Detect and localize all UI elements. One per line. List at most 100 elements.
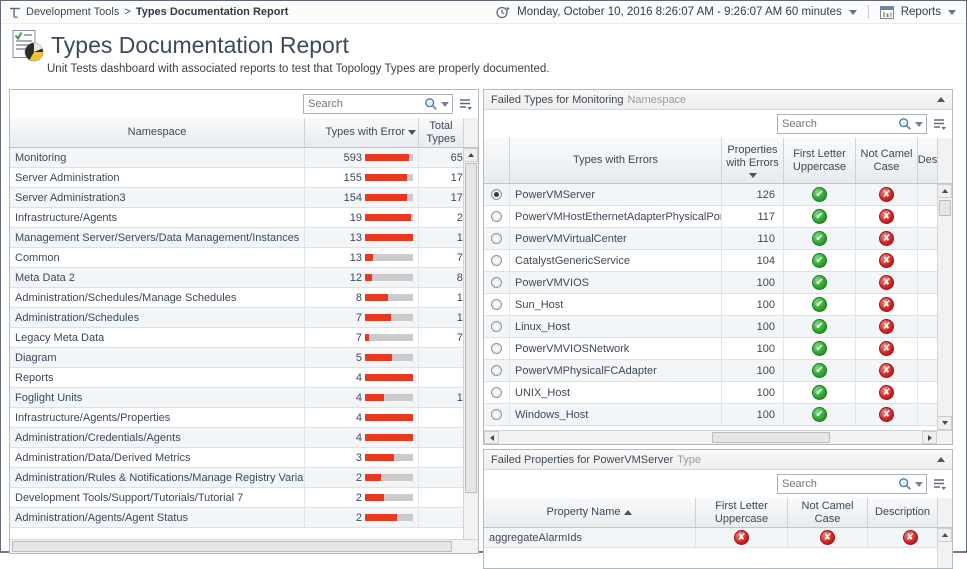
type-name-cell[interactable]: PowerVMVIOS [510,272,722,293]
type-name-cell[interactable]: Linux_Host [510,316,722,337]
column-header-property-name[interactable]: Property Name [484,498,696,527]
customizer-icon[interactable] [459,98,473,111]
column-header-first-letter-uppercase[interactable]: First Letter Uppercase [696,498,788,527]
failed-types-titlebar[interactable]: Failed Types for Monitoring Namespace [484,90,952,110]
scroll-up-button[interactable] [937,528,952,542]
reports-menu-label[interactable]: Reports [900,6,941,18]
table-row[interactable]: Foglight Units410 [10,388,478,408]
search-options-dropdown-icon[interactable] [915,481,923,487]
namespace-cell[interactable]: Development Tools/Support/Tutorials/Tuto… [10,488,305,507]
table-row[interactable]: Administration/Schedules/Manage Schedule… [10,288,478,308]
namespace-cell[interactable]: Foglight Units [10,388,305,407]
failed-properties-search-box[interactable] [777,474,927,494]
type-name-cell[interactable]: UNIX_Host [510,382,722,403]
search-input[interactable] [304,98,424,110]
customizer-icon[interactable] [933,478,947,491]
table-row[interactable]: Administration/Schedules713 [10,308,478,328]
table-row[interactable]: Windows_Host 100 ✔ ✘ [484,404,952,426]
table-row[interactable]: Monitoring 593 650 [10,148,478,168]
radio-button[interactable] [491,343,502,354]
namespaces-search-box[interactable] [303,94,453,114]
time-range-dropdown-icon[interactable] [848,9,857,15]
time-range-label[interactable]: Monday, October 10, 2016 8:26:07 AM - 9:… [517,6,842,18]
radio-button[interactable] [491,321,502,332]
namespace-cell[interactable]: Management Server/Servers/Data Managemen… [10,228,305,247]
search-input[interactable] [778,118,898,130]
search-options-dropdown-icon[interactable] [915,121,923,127]
table-row[interactable]: CatalystGenericService 104 ✔ ✘ [484,250,952,272]
row-selector-cell[interactable] [484,404,510,425]
table-row[interactable]: PowerVMServer 126 ✔ ✘ [484,184,952,206]
failed-properties-titlebar[interactable]: Failed Properties for PowerVMServer Type [484,450,952,470]
table-row[interactable]: Administration/Credentials/Agents44 [10,428,478,448]
namespace-cell[interactable]: Administration/Schedules [10,308,305,327]
namespace-cell[interactable]: Server Administration [10,168,305,187]
table-row[interactable]: Infrastructure/Agents1920 [10,208,478,228]
row-selector-cell[interactable] [484,316,510,337]
table-row[interactable]: UNIX_Host 100 ✔ ✘ [484,382,952,404]
scroll-right-button[interactable] [922,431,937,444]
type-name-cell[interactable]: PowerVMPhysicalFCAdapter [510,360,722,381]
search-options-dropdown-icon[interactable] [441,101,449,107]
namespace-cell[interactable]: Infrastructure/Agents/Properties [10,408,305,427]
type-name-cell[interactable]: PowerVMVIOSNetwork [510,338,722,359]
column-header-types-with-error[interactable]: Types with Error [305,118,419,147]
search-icon[interactable] [898,117,912,131]
namespace-cell[interactable]: Infrastructure/Agents [10,208,305,227]
search-icon[interactable] [424,97,438,111]
column-header-namespace[interactable]: Namespace [10,118,305,147]
namespace-cell[interactable]: Administration/Rules & Notifications/Man… [10,468,305,487]
type-name-cell[interactable]: Sun_Host [510,294,722,315]
type-name-cell[interactable]: Windows_Host [510,404,722,425]
namespace-cell[interactable]: Legacy Meta Data [10,328,305,347]
type-name-cell[interactable]: CatalystGenericService [510,250,722,271]
property-name-cell[interactable]: aggregateAlarmIds [484,528,696,547]
collapse-panel-icon[interactable] [937,97,945,102]
namespace-cell[interactable]: Diagram [10,348,305,367]
column-header-description-clipped[interactable]: Des [918,154,937,166]
radio-button[interactable] [491,387,502,398]
table-row[interactable]: aggregateAlarmIds ✘ ✘ ✘ [484,528,952,548]
radio-button[interactable] [491,189,502,200]
search-input[interactable] [778,478,898,490]
namespace-cell[interactable]: Monitoring [10,148,305,167]
customizer-icon[interactable] [933,118,947,131]
table-row[interactable]: Common1375 [10,248,478,268]
column-header-description[interactable]: Description [874,506,931,518]
column-header-total-types[interactable]: Total Types [426,119,456,145]
horizontal-scrollbar[interactable] [10,539,478,553]
failed-types-search-box[interactable] [777,114,927,134]
radio-button[interactable] [491,299,502,310]
namespace-cell[interactable]: Reports [10,368,305,387]
vertical-scrollbar[interactable] [937,184,952,430]
scrollbar-thumb[interactable] [712,432,830,443]
namespace-cell[interactable]: Common [10,248,305,267]
radio-button[interactable] [491,255,502,266]
row-selector-cell[interactable] [484,272,510,293]
row-selector-cell[interactable] [484,382,510,403]
table-row[interactable]: PowerVMVIOSNetwork 100 ✔ ✘ [484,338,952,360]
table-row[interactable]: PowerVMPhysicalFCAdapter 100 ✔ ✘ [484,360,952,382]
radio-button[interactable] [491,277,502,288]
vertical-scrollbar[interactable] [463,148,478,539]
radio-button[interactable] [491,409,502,420]
row-selector-cell[interactable] [484,228,510,249]
table-row[interactable]: Management Server/Servers/Data Managemen… [10,228,478,248]
table-row[interactable]: Development Tools/Support/Tutorials/Tuto… [10,488,478,508]
namespace-cell[interactable]: Administration/Agents/Agent Status [10,508,305,527]
column-header-not-camel-case[interactable]: Not Camel Case [788,498,868,527]
table-row[interactable]: Server Administration3 154 176 [10,188,478,208]
table-row[interactable]: Administration/Data/Derived Metrics35 [10,448,478,468]
namespace-cell[interactable]: Administration/Data/Derived Metrics [10,448,305,467]
scrollbar-thumb[interactable] [939,200,951,216]
row-selector-cell[interactable] [484,294,510,315]
table-row[interactable]: Infrastructure/Agents/Properties44 [10,408,478,428]
scrollbar-thumb[interactable] [12,541,452,552]
table-row[interactable]: Administration/Rules & Notifications/Man… [10,468,478,488]
breadcrumb-section[interactable]: Development Tools [26,6,120,18]
column-header-not-camel-case[interactable]: Not Camel Case [856,138,918,183]
type-name-cell[interactable]: PowerVMVirtualCenter [510,228,722,249]
table-row[interactable]: Diagram59 [10,348,478,368]
table-row[interactable]: Administration/Agents/Agent Status23 [10,508,478,528]
table-row[interactable]: Sun_Host 100 ✔ ✘ [484,294,952,316]
